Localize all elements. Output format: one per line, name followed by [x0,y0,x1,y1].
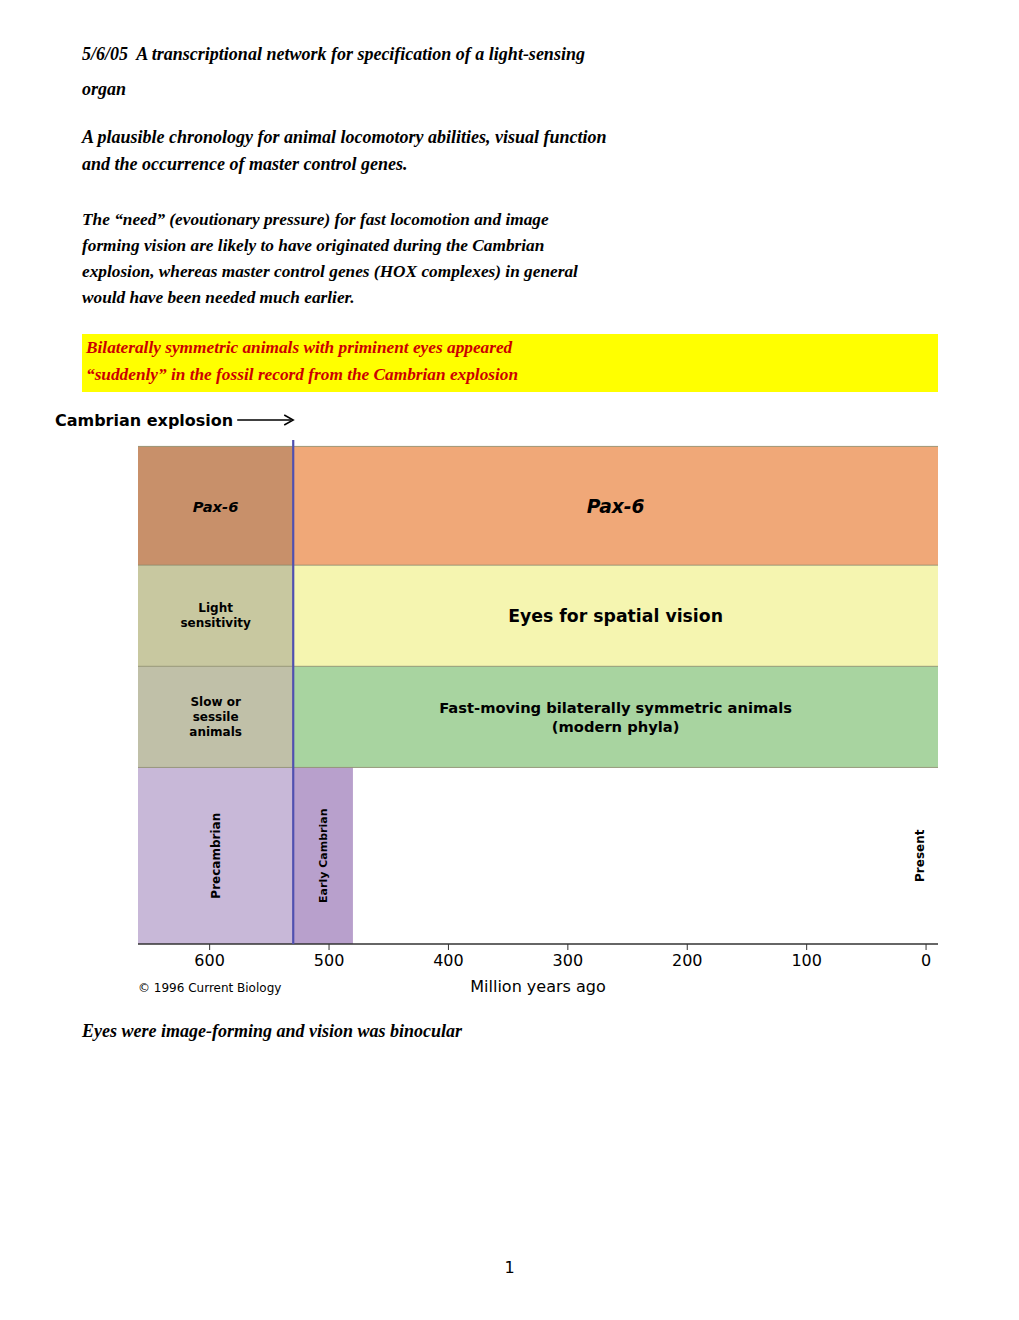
row-right-label: Pax-6 [587,495,645,516]
marks [138,446,938,944]
x-tick [448,944,449,950]
row-right-label-line: Fast-moving bilaterally symmetric animal… [439,699,792,716]
paragraph: The “need” (evoutionary pressure) for fa… [82,210,578,307]
cambrian-arrow-head [284,415,293,425]
row-right [293,446,938,565]
divider [138,565,938,566]
period-label: Early Cambrian [317,809,330,903]
row-right-label: Fast-moving bilaterally symmetric animal… [439,699,792,735]
row-left [138,446,293,565]
x-tick [209,944,210,950]
row-right-label-line: (modern phyla) [552,718,680,735]
row-right [293,666,938,767]
subtitle-line: A plausible chronology for animal locomo… [81,127,607,147]
period-label-line: Precambrian [209,813,223,899]
x-tick-label: 600 [194,951,225,970]
cambrian-arrow [237,419,291,421]
highlight-box [82,334,938,392]
x-tick-label: 200 [672,951,703,970]
x-tick-label: 400 [433,951,464,970]
x-tick [806,944,807,950]
cambrian-label: Cambrian explosion [55,411,233,430]
row-right [293,565,938,666]
row-left-label-line: Pax-6 [193,497,239,514]
title-line: organ [82,79,126,99]
x-tick-label: 500 [314,951,345,970]
present-label-line: Present [913,829,927,882]
x-tick-label: 300 [553,951,584,970]
page-number: 1 [504,1258,514,1277]
x-tick [329,944,330,950]
title-line: 5/6/05 A transcriptional network for spe… [82,44,585,64]
divider [138,446,938,447]
title: 5/6/05 A transcriptional network for spe… [82,44,585,98]
background [0,0,1019,1320]
x-tick-label: 100 [791,951,822,970]
row-left-label-line: Slow or [190,695,241,709]
subtitle-line: and the occurrence of master control gen… [82,154,408,174]
row-left [138,666,293,767]
period [138,767,293,944]
x-tick [687,944,688,950]
period [293,767,353,944]
diagram: Pax-6 Pax-6 Lightsensitivity Eyes for spati… [138,440,938,996]
highlight-text-line: Bilaterally symmetric animals with primi… [85,338,513,357]
period-label-line: Early Cambrian [317,809,330,903]
x-axis-label: Million years ago [470,977,605,996]
row-right-label-line: Eyes for spatial vision [508,606,723,626]
subtitle: A plausible chronology for animal locomo… [81,127,607,174]
row-right-label: Eyes for spatial vision [508,606,723,626]
x-tick-label: 0 [921,951,931,970]
present-label: Present [913,829,927,882]
row-left-label-line: animals [189,725,242,739]
paragraph-line: explosion, whereas master control genes … [82,262,578,281]
row-left-label-line: sensitivity [180,616,251,630]
page: 5/6/05 A transcriptional network for spe… [0,0,1019,1320]
divider [138,767,938,768]
period-label: Precambrian [209,813,223,899]
copyright: © 1996 Current Biology [138,981,281,995]
paragraph-line: The “need” (evoutionary pressure) for fa… [82,210,549,229]
footer: Eyes were image-forming and vision was b… [81,1021,463,1041]
highlight-text-line: “suddenly” in the fossil record from the… [86,365,518,384]
cambrian-line [292,440,294,944]
row-left [138,565,293,666]
row-left-label: Lightsensitivity [180,601,251,630]
highlight-text: Bilaterally symmetric animals with primi… [85,338,518,384]
paragraph-line: forming vision are likely to have origin… [82,236,544,255]
divider [138,666,938,667]
footer-line: Eyes were image-forming and vision was b… [81,1021,463,1041]
x-axis-line [138,943,938,945]
paragraph-line: would have been needed much earlier. [82,288,355,307]
x-tick [926,944,927,950]
row-left-label-line: Light [198,601,233,615]
row-left-label: Pax-6 [193,497,239,514]
row-left-label-line: sessile [193,710,239,724]
x-tick [567,944,568,950]
row-right-label-line: Pax-6 [587,495,645,516]
row-left-label: Slow orsessileanimals [189,695,242,739]
